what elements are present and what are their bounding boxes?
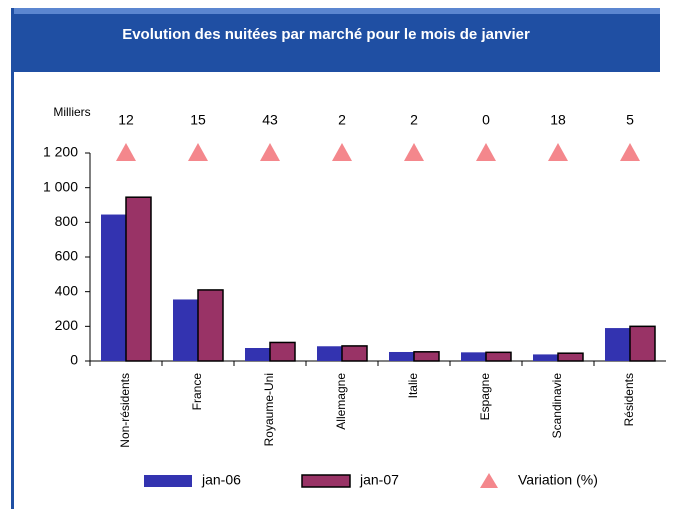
y-tick-label: 0 bbox=[70, 352, 78, 368]
chart-title: Evolution des nuitées par marché pour le… bbox=[122, 26, 530, 43]
variation-label: 2 bbox=[338, 112, 346, 128]
bar bbox=[389, 351, 414, 361]
y-tick-label: 600 bbox=[55, 248, 79, 264]
y-tick-label: 200 bbox=[55, 317, 79, 333]
legend-marker bbox=[480, 473, 498, 488]
variation-label: 0 bbox=[482, 112, 490, 128]
bar bbox=[629, 325, 656, 362]
x-tick-label: Allemagne bbox=[334, 373, 348, 430]
bar bbox=[605, 328, 630, 361]
legend-swatch bbox=[301, 474, 351, 488]
legend-swatch bbox=[144, 475, 192, 487]
bar bbox=[245, 348, 270, 361]
legend-label: Variation (%) bbox=[518, 472, 598, 488]
x-tick-label: France bbox=[190, 373, 204, 411]
title-bar bbox=[12, 8, 660, 72]
variation-label: 2 bbox=[410, 112, 418, 128]
x-tick-label: Italie bbox=[406, 373, 420, 399]
variation-label: 12 bbox=[118, 112, 134, 128]
legend-label: jan-06 bbox=[201, 472, 241, 488]
bar bbox=[125, 196, 152, 362]
variation-marker bbox=[548, 143, 568, 161]
bar bbox=[485, 351, 512, 362]
variation-label: 5 bbox=[626, 112, 634, 128]
y-tick-label: 1 200 bbox=[43, 144, 78, 160]
title-bar-top bbox=[12, 8, 660, 14]
x-tick-label: Résidents bbox=[622, 373, 636, 426]
y-unit: Milliers bbox=[53, 105, 90, 119]
variation-label: 43 bbox=[262, 112, 278, 128]
variation-marker bbox=[188, 143, 208, 161]
variation-marker bbox=[332, 143, 352, 161]
bar bbox=[461, 352, 486, 361]
bar bbox=[101, 214, 126, 361]
bar bbox=[269, 341, 296, 362]
bar bbox=[557, 352, 584, 362]
bar bbox=[533, 354, 558, 361]
left-border bbox=[11, 8, 14, 509]
variation-marker bbox=[476, 143, 496, 161]
x-tick-label: Royaume-Uni bbox=[262, 373, 276, 446]
y-tick-label: 1 000 bbox=[43, 178, 78, 194]
variation-label: 18 bbox=[550, 112, 566, 128]
x-tick-label: Espagne bbox=[478, 373, 492, 421]
variation-marker bbox=[260, 143, 280, 161]
variation-marker bbox=[404, 143, 424, 161]
bar bbox=[317, 346, 342, 361]
bar bbox=[173, 299, 198, 361]
variation-label: 15 bbox=[190, 112, 206, 128]
bar bbox=[197, 289, 224, 362]
y-tick-label: 400 bbox=[55, 282, 79, 298]
variation-marker bbox=[620, 143, 640, 161]
legend-label: jan-07 bbox=[359, 472, 399, 488]
variation-marker bbox=[116, 143, 136, 161]
bar bbox=[341, 345, 368, 362]
x-tick-label: Non-résidents bbox=[118, 373, 132, 448]
y-tick-label: 800 bbox=[55, 213, 79, 229]
bar bbox=[413, 351, 440, 362]
x-tick-label: Scandinavie bbox=[550, 373, 564, 439]
